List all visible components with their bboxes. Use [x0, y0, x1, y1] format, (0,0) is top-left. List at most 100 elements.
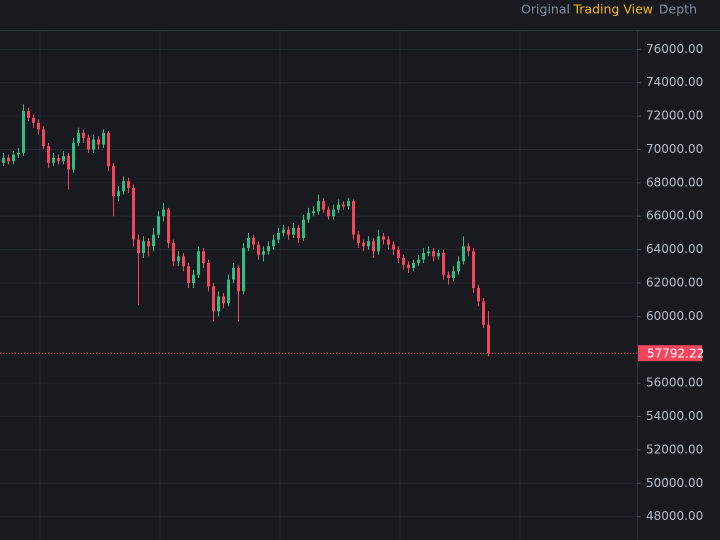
candle-body	[172, 242, 175, 262]
candle-body	[22, 111, 25, 153]
candle-body	[327, 209, 330, 217]
candle-body	[452, 271, 455, 278]
candle-body	[47, 146, 50, 163]
candle-body	[322, 201, 325, 210]
candle-body	[407, 264, 410, 268]
candle-body	[137, 239, 140, 253]
candle-body	[52, 157, 55, 163]
candle-body	[232, 267, 235, 280]
candle-body	[377, 236, 380, 252]
candle-body	[297, 227, 300, 238]
candle-body	[67, 156, 70, 170]
candle-body	[142, 241, 145, 253]
candle-body	[102, 132, 105, 145]
candle-body	[347, 201, 350, 207]
candle-body	[372, 241, 375, 252]
y-tick-label: 56000.00	[646, 376, 703, 390]
candle-body	[182, 256, 185, 267]
y-tick-label: 72000.00	[646, 109, 703, 123]
candle-body	[412, 262, 415, 268]
candle-body	[432, 251, 435, 257]
candle-body	[122, 181, 125, 192]
candle-body	[292, 227, 295, 235]
candle-body	[2, 157, 5, 163]
candle-body	[152, 234, 155, 247]
candle-body	[32, 117, 35, 123]
candle-body	[427, 251, 430, 253]
y-tick-label: 70000.00	[646, 142, 703, 156]
candle-body	[282, 229, 285, 233]
candle-body	[362, 242, 365, 247]
candle-body	[167, 209, 170, 243]
candle-body	[337, 204, 340, 210]
last-price-box	[638, 345, 702, 362]
candle-body	[132, 187, 135, 240]
candle-body	[477, 288, 480, 302]
candle-body	[442, 252, 445, 275]
candle-body	[222, 296, 225, 304]
candle-body	[457, 261, 460, 272]
candle-body	[227, 279, 230, 304]
candle-body	[252, 237, 255, 245]
candle-body	[262, 251, 265, 255]
y-tick-label: 66000.00	[646, 209, 703, 223]
candle-body	[162, 209, 165, 217]
candle-body	[382, 236, 385, 240]
candle-body	[112, 166, 115, 197]
candle-body	[307, 212, 310, 220]
y-tick-label: 60000.00	[646, 309, 703, 323]
candle-body	[392, 244, 395, 250]
candle-body	[87, 137, 90, 150]
candle-body	[402, 257, 405, 265]
candle-body	[12, 154, 15, 162]
tab-original[interactable]: Original	[521, 2, 570, 17]
y-tick-label: 52000.00	[646, 442, 703, 456]
candle-body	[37, 122, 40, 130]
candle-body	[212, 286, 215, 312]
candle-body	[387, 239, 390, 245]
candle-body	[312, 211, 315, 213]
candle-body	[17, 152, 20, 155]
y-tick-label: 62000.00	[646, 275, 703, 289]
candle-body	[302, 219, 305, 238]
candle-body	[287, 229, 290, 235]
candle-body	[267, 246, 270, 252]
candle-body	[447, 274, 450, 278]
candle-body	[157, 216, 160, 235]
candle-body	[482, 301, 485, 325]
candle-body	[437, 252, 440, 257]
last-price-label: 57792.22	[647, 347, 704, 361]
y-tick-label: 68000.00	[646, 175, 703, 189]
candle-body	[27, 111, 30, 118]
tab-trading-view[interactable]: Trading View	[573, 2, 654, 17]
y-tick-label: 54000.00	[646, 409, 703, 423]
candle-body	[77, 132, 80, 143]
candle-body	[487, 324, 490, 354]
candle-body	[147, 241, 150, 247]
candle-body	[272, 239, 275, 247]
y-tick-label: 64000.00	[646, 242, 703, 256]
candle-body	[247, 237, 250, 248]
y-tick-label: 76000.00	[646, 42, 703, 56]
candle-body	[177, 256, 180, 262]
candle-body	[97, 139, 100, 145]
candle-body	[422, 252, 425, 260]
candle-body	[417, 259, 420, 263]
candle-body	[217, 296, 220, 312]
candle-body	[127, 181, 130, 188]
tab-depth[interactable]: Depth	[659, 2, 697, 17]
candle-body	[462, 246, 465, 262]
candle-body	[42, 129, 45, 147]
grid	[0, 48, 637, 518]
candle-body	[72, 142, 75, 170]
candle-body	[352, 201, 355, 235]
candle-body	[317, 201, 320, 212]
candle-body	[62, 156, 65, 162]
candle-body	[467, 246, 470, 252]
candle-body	[397, 249, 400, 258]
y-tick-label: 48000.00	[646, 509, 703, 523]
candle-body	[207, 262, 210, 287]
